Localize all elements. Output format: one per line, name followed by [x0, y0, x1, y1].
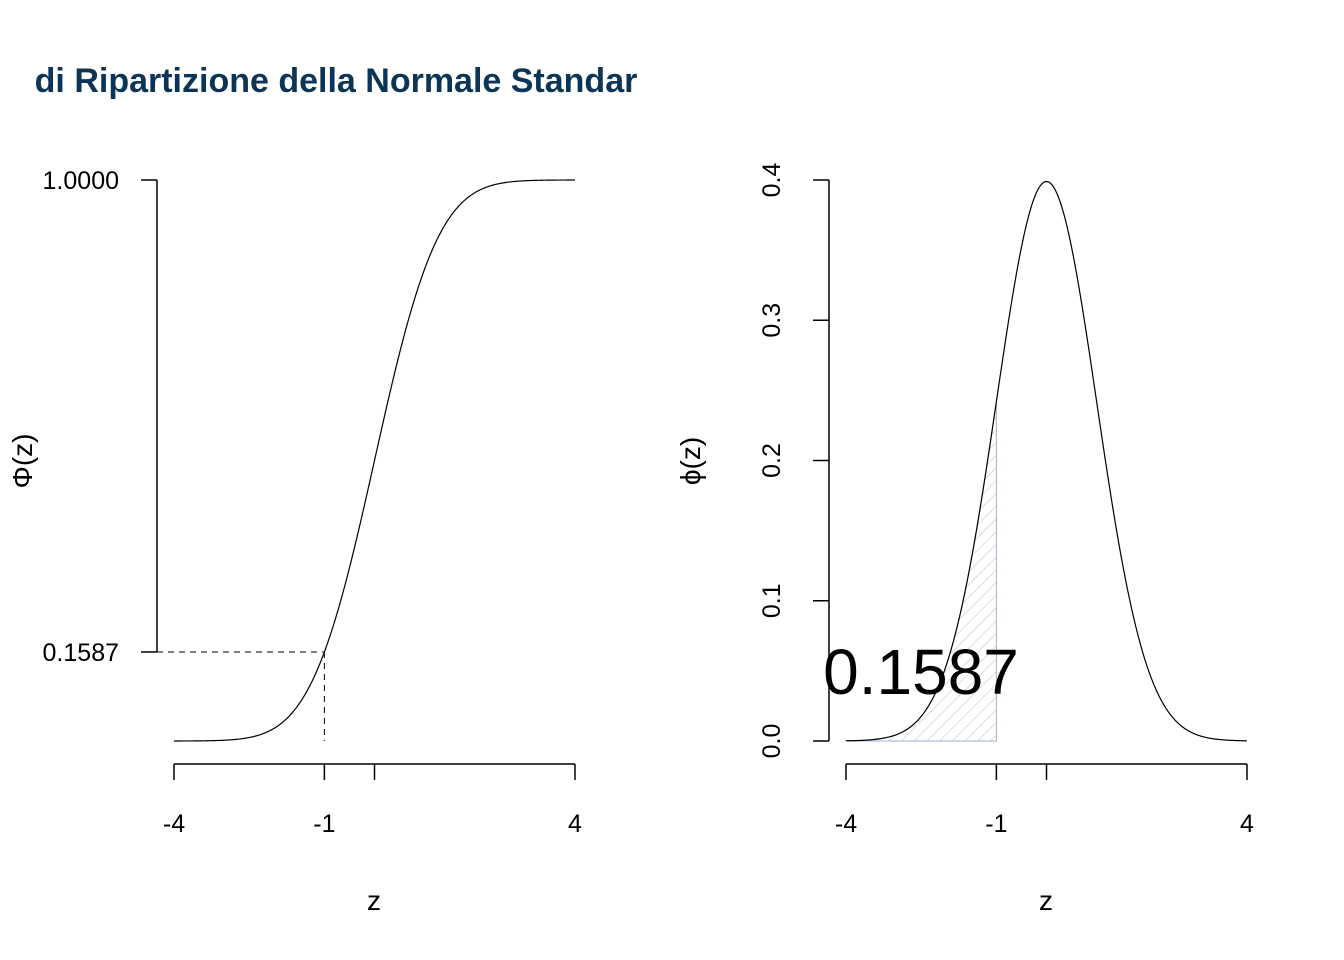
cdf-curve — [174, 179, 575, 742]
cdf-x-tick-label: -4 — [163, 810, 185, 838]
pdf-y-tick-label: 0.1 — [758, 583, 786, 618]
pdf-x-tick-label: -1 — [985, 810, 1007, 838]
cdf-y-axis-label: Φ(z) — [7, 434, 38, 489]
pdf-x-tick-label: -4 — [835, 810, 857, 838]
pdf-y-axis-label: ϕ(z) — [675, 437, 706, 485]
cdf-panel: 0.1587 1.0000 -4 -1 4 z Φ(z) — [7, 167, 582, 916]
pdf-panel: 0.0 0.1 0.2 0.3 0.4 -4 -1 4 0.1587 z ϕ(z) — [675, 163, 1254, 916]
cdf-y-tick-label: 0.1587 — [43, 639, 119, 667]
cdf-x-tick-label: -1 — [313, 810, 335, 838]
cdf-x-tick-label: 4 — [568, 810, 582, 838]
pdf-y-tick-label: 0.3 — [758, 303, 786, 338]
cdf-x-axis-label: z — [367, 885, 381, 916]
cdf-y-axis: 0.1587 1.0000 — [43, 167, 158, 667]
pdf-x-axis: -4 -1 4 — [835, 763, 1254, 838]
chart-title: di Ripartizione della Normale Standar — [35, 62, 638, 100]
cdf-x-axis: -4 -1 4 — [163, 763, 582, 838]
pdf-curve — [845, 180, 1248, 742]
pdf-y-tick-label: 0.4 — [758, 163, 786, 198]
pdf-x-axis-label: z — [1039, 885, 1053, 916]
cdf-guide-lines — [157, 651, 325, 741]
cdf-y-tick-label: 1.0000 — [43, 167, 119, 195]
pdf-y-tick-label: 0.2 — [758, 443, 786, 478]
pdf-y-tick-label: 0.0 — [758, 724, 786, 759]
shaded-area-value: 0.1587 — [823, 636, 1019, 708]
pdf-y-axis: 0.0 0.1 0.2 0.3 0.4 — [758, 163, 830, 759]
pdf-x-tick-label: 4 — [1240, 810, 1254, 838]
